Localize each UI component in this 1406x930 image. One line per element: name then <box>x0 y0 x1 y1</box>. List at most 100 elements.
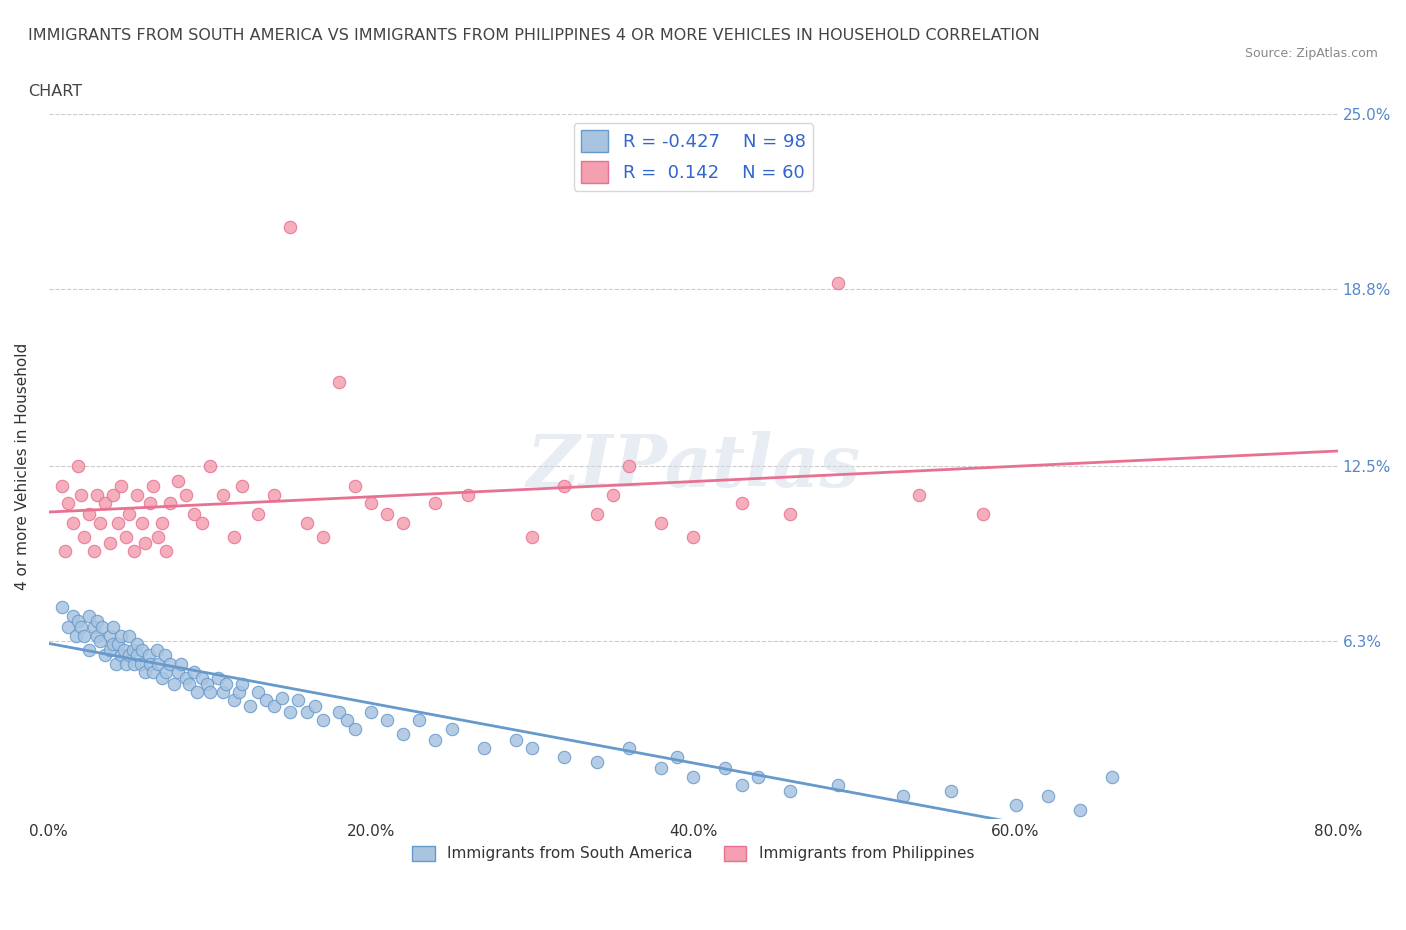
Point <box>134 535 156 550</box>
Point <box>122 657 145 671</box>
Point <box>457 487 479 502</box>
Point <box>408 712 430 727</box>
Point <box>86 487 108 502</box>
Point <box>98 628 121 643</box>
Point <box>62 515 84 530</box>
Point <box>222 529 245 544</box>
Point <box>145 643 167 658</box>
Point <box>191 515 214 530</box>
Point <box>827 777 849 792</box>
Point <box>155 543 177 558</box>
Point <box>375 712 398 727</box>
Point <box>263 698 285 713</box>
Point <box>392 515 415 530</box>
Point <box>553 479 575 494</box>
Point <box>682 529 704 544</box>
Point <box>90 619 112 634</box>
Point <box>86 614 108 629</box>
Point <box>122 543 145 558</box>
Point <box>602 487 624 502</box>
Point <box>77 608 100 623</box>
Point <box>70 487 93 502</box>
Point <box>1036 789 1059 804</box>
Point <box>118 628 141 643</box>
Point <box>520 529 543 544</box>
Point <box>263 487 285 502</box>
Point <box>198 459 221 474</box>
Point <box>166 473 188 488</box>
Point <box>89 633 111 648</box>
Point <box>107 637 129 652</box>
Point <box>891 789 914 804</box>
Point <box>174 671 197 685</box>
Point <box>73 529 96 544</box>
Point <box>280 219 302 234</box>
Point <box>222 693 245 708</box>
Point <box>150 671 173 685</box>
Point <box>118 507 141 522</box>
Point <box>174 487 197 502</box>
Point <box>747 769 769 784</box>
Point <box>86 628 108 643</box>
Point <box>311 529 333 544</box>
Point <box>239 698 262 713</box>
Point <box>51 600 73 615</box>
Point <box>666 750 689 764</box>
Point <box>183 507 205 522</box>
Text: IMMIGRANTS FROM SOUTH AMERICA VS IMMIGRANTS FROM PHILIPPINES 4 OR MORE VEHICLES : IMMIGRANTS FROM SOUTH AMERICA VS IMMIGRA… <box>28 28 1040 43</box>
Point <box>425 496 447 511</box>
Point <box>553 750 575 764</box>
Point <box>65 628 87 643</box>
Point <box>159 657 181 671</box>
Point <box>198 684 221 699</box>
Point <box>271 690 294 705</box>
Point <box>110 479 132 494</box>
Point <box>650 515 672 530</box>
Point <box>127 637 149 652</box>
Point <box>392 727 415 742</box>
Point <box>1101 769 1123 784</box>
Point <box>138 648 160 663</box>
Point <box>211 684 233 699</box>
Point <box>295 515 318 530</box>
Point <box>142 479 165 494</box>
Point <box>115 529 138 544</box>
Point <box>682 769 704 784</box>
Point <box>166 665 188 680</box>
Point <box>343 721 366 736</box>
Text: Source: ZipAtlas.com: Source: ZipAtlas.com <box>1244 46 1378 60</box>
Point <box>153 648 176 663</box>
Point <box>94 648 117 663</box>
Point <box>155 665 177 680</box>
Point <box>103 487 125 502</box>
Point <box>617 741 640 756</box>
Point <box>343 479 366 494</box>
Point <box>51 479 73 494</box>
Point <box>779 783 801 798</box>
Text: ZIPatlas: ZIPatlas <box>526 431 860 502</box>
Point <box>939 783 962 798</box>
Point <box>83 543 105 558</box>
Point <box>191 671 214 685</box>
Point <box>505 733 527 748</box>
Point <box>70 619 93 634</box>
Point <box>228 684 250 699</box>
Point <box>115 657 138 671</box>
Point <box>211 487 233 502</box>
Point <box>127 487 149 502</box>
Legend: Immigrants from South America, Immigrants from Philippines: Immigrants from South America, Immigrant… <box>406 840 980 868</box>
Point <box>425 733 447 748</box>
Point <box>247 684 270 699</box>
Point <box>94 496 117 511</box>
Point <box>73 628 96 643</box>
Point <box>56 619 79 634</box>
Point <box>328 704 350 719</box>
Point <box>127 648 149 663</box>
Point <box>77 643 100 658</box>
Point <box>247 507 270 522</box>
Point <box>295 704 318 719</box>
Point <box>287 693 309 708</box>
Point <box>231 479 253 494</box>
Point <box>195 676 218 691</box>
Point <box>163 676 186 691</box>
